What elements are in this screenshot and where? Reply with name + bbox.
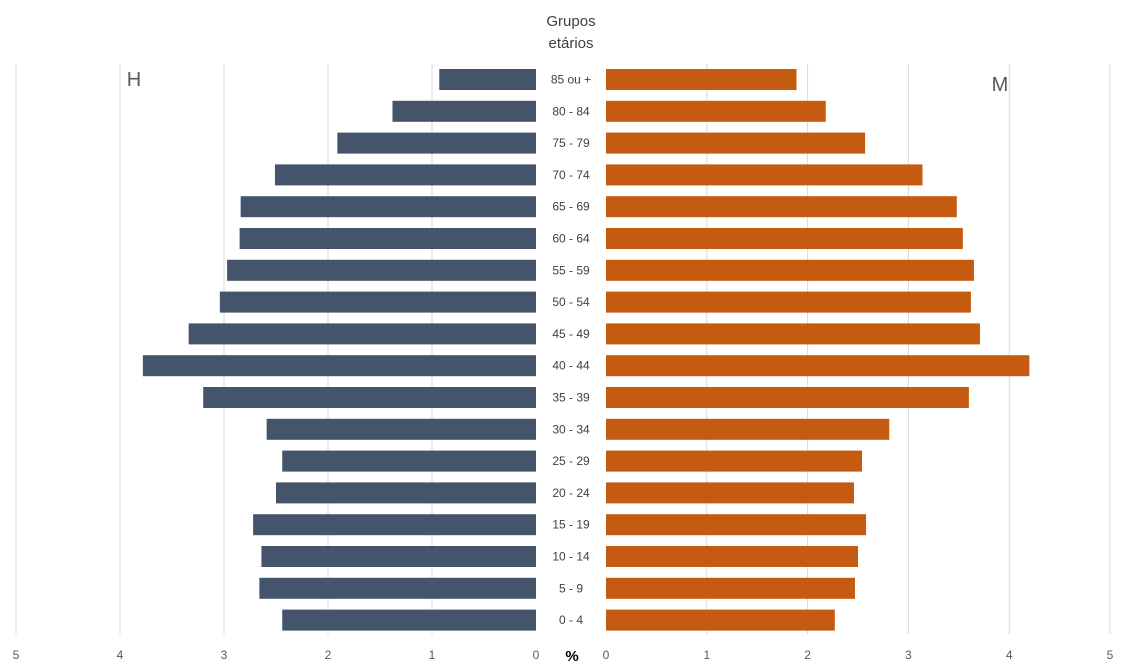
bar-h-4 bbox=[240, 196, 536, 218]
bar-h-12 bbox=[282, 450, 536, 472]
bar-h-6 bbox=[227, 259, 536, 281]
bar-h-16 bbox=[259, 577, 536, 599]
bar-m-8 bbox=[606, 323, 980, 345]
age-group-label: 50 - 54 bbox=[552, 295, 590, 309]
bar-h-14 bbox=[253, 514, 536, 536]
bar-h-8 bbox=[188, 323, 536, 345]
x-unit-label: % bbox=[565, 648, 578, 661]
age-group-label: 55 - 59 bbox=[552, 263, 590, 277]
age-group-label: 10 - 14 bbox=[552, 550, 590, 564]
bar-m-3 bbox=[606, 164, 923, 186]
bar-h-13 bbox=[276, 482, 536, 504]
tick-label-left: 4 bbox=[117, 648, 124, 661]
bar-h-7 bbox=[219, 291, 536, 313]
age-group-label: 85 ou + bbox=[551, 73, 591, 87]
tick-label-right: 4 bbox=[1006, 648, 1013, 661]
tick-label-right: 5 bbox=[1107, 648, 1114, 661]
tick-label-right: 2 bbox=[804, 648, 811, 661]
bar-m-14 bbox=[606, 514, 867, 536]
bar-m-10 bbox=[606, 387, 969, 408]
bar-m-7 bbox=[606, 291, 971, 313]
bar-h-3 bbox=[274, 164, 536, 186]
bar-m-15 bbox=[606, 546, 858, 567]
bar-h-1 bbox=[392, 100, 536, 122]
bar-h-10 bbox=[203, 387, 536, 408]
x-axis-ticks: 5 4 3 2 1 0 0 1 2 3 4 5 bbox=[13, 648, 1114, 661]
gridlines bbox=[15, 64, 1111, 634]
age-group-label: 40 - 44 bbox=[552, 359, 590, 373]
age-group-label: 80 - 84 bbox=[552, 104, 590, 118]
age-group-label: 15 - 19 bbox=[552, 518, 590, 532]
bar-m-4 bbox=[606, 196, 957, 218]
bar-h-15 bbox=[261, 546, 536, 567]
age-group-label: 0 - 4 bbox=[559, 613, 583, 627]
age-group-label: 75 - 79 bbox=[552, 136, 590, 150]
bar-h-5 bbox=[239, 228, 536, 249]
bar-h-0 bbox=[439, 69, 536, 90]
bar-m-1 bbox=[606, 100, 826, 122]
age-group-label: 20 - 24 bbox=[552, 486, 590, 500]
age-group-label: 70 - 74 bbox=[552, 168, 590, 182]
bar-m-5 bbox=[606, 228, 963, 249]
bar-m-12 bbox=[606, 450, 863, 472]
y-axis-title-line2: etários bbox=[548, 35, 593, 52]
tick-label-left: 5 bbox=[13, 648, 20, 661]
bar-h-11 bbox=[266, 418, 536, 440]
tick-label-right: 3 bbox=[905, 648, 912, 661]
series-h-label: H bbox=[127, 69, 141, 91]
age-group-label: 60 - 64 bbox=[552, 232, 590, 246]
tick-label-right: 0 bbox=[603, 648, 610, 661]
bar-m-13 bbox=[606, 482, 854, 504]
age-group-label: 35 - 39 bbox=[552, 391, 590, 405]
tick-label-right: 1 bbox=[703, 648, 710, 661]
age-group-labels: 85 ou + 80 - 84 75 - 79 70 - 74 65 - 69 60 - … bbox=[551, 73, 591, 628]
bar-m-11 bbox=[606, 418, 890, 440]
age-group-label: 30 - 34 bbox=[552, 422, 590, 436]
tick-label-left: 0 bbox=[533, 648, 540, 661]
bar-m-17 bbox=[606, 609, 835, 631]
tick-label-left: 3 bbox=[221, 648, 228, 661]
y-axis-title-line1: Grupos bbox=[546, 13, 595, 30]
bar-m-6 bbox=[606, 259, 974, 281]
bar-h-2 bbox=[337, 132, 536, 154]
bar-h-9 bbox=[142, 355, 536, 377]
series-m-bars bbox=[606, 69, 1030, 631]
age-group-label: 5 - 9 bbox=[559, 581, 583, 595]
age-group-label: 45 - 49 bbox=[552, 327, 590, 341]
bar-m-2 bbox=[606, 132, 866, 154]
bar-m-9 bbox=[606, 355, 1030, 377]
age-group-label: 25 - 29 bbox=[552, 454, 590, 468]
tick-label-left: 2 bbox=[325, 648, 332, 661]
bar-m-0 bbox=[606, 69, 797, 90]
series-h-bars bbox=[142, 69, 536, 631]
age-group-label: 65 - 69 bbox=[552, 200, 590, 214]
bar-h-17 bbox=[282, 609, 536, 631]
series-m-label: M bbox=[992, 74, 1009, 96]
tick-label-left: 1 bbox=[429, 648, 436, 661]
bar-m-16 bbox=[606, 577, 855, 599]
